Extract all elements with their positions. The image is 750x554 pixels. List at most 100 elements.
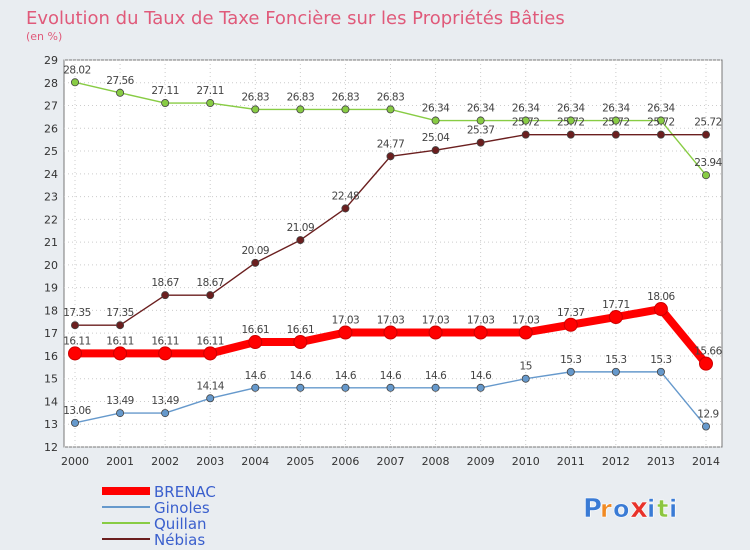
data-label: 25.72 xyxy=(647,117,675,129)
data-point xyxy=(521,116,530,125)
y-tick-label: 15 xyxy=(44,373,58,386)
data-label: 18.67 xyxy=(151,277,179,289)
x-tick-label: 2004 xyxy=(241,455,269,468)
data-label: 17.35 xyxy=(106,307,134,319)
data-point xyxy=(206,394,215,403)
y-tick-label: 27 xyxy=(44,100,58,113)
data-label: 16.11 xyxy=(196,335,224,347)
data-point xyxy=(251,105,260,114)
legend-label: Nébias xyxy=(154,531,205,549)
data-point xyxy=(431,146,440,155)
data-label: 26.83 xyxy=(242,91,270,103)
data-label: 17.03 xyxy=(512,314,540,326)
y-tick-label: 26 xyxy=(44,122,58,135)
data-point xyxy=(341,383,350,392)
data-point xyxy=(71,321,80,330)
data-point xyxy=(566,367,575,376)
data-point xyxy=(611,130,620,139)
data-point xyxy=(611,367,620,376)
data-point xyxy=(386,105,395,114)
data-label: 20.09 xyxy=(242,245,270,257)
data-label: 27.11 xyxy=(151,85,179,97)
data-label: 13.49 xyxy=(106,395,134,407)
data-label: 15.3 xyxy=(560,354,581,366)
data-point xyxy=(248,335,263,350)
data-label: 16.11 xyxy=(151,335,179,347)
data-point xyxy=(656,130,665,139)
data-point xyxy=(113,346,128,361)
y-tick-label: 16 xyxy=(44,350,58,363)
data-point xyxy=(653,302,668,317)
y-tick-label: 29 xyxy=(44,54,58,67)
data-point xyxy=(68,346,82,361)
data-label: 26.34 xyxy=(467,103,495,115)
y-tick-label: 17 xyxy=(44,327,58,340)
data-label: 15.66 xyxy=(694,346,722,358)
data-point xyxy=(566,116,575,125)
series-group xyxy=(68,78,713,431)
data-point xyxy=(476,383,485,392)
data-label: 14.6 xyxy=(380,370,402,382)
data-point xyxy=(341,105,350,114)
data-label: 17.03 xyxy=(377,314,405,326)
data-point xyxy=(702,130,711,139)
data-label: 18.67 xyxy=(196,277,224,289)
data-label: 26.83 xyxy=(377,91,405,103)
data-point xyxy=(338,325,353,340)
data-point xyxy=(158,346,173,361)
data-label: 14.6 xyxy=(470,370,492,382)
y-tick-label: 18 xyxy=(44,304,58,317)
logo-letter: r xyxy=(600,495,612,523)
data-label: 18.06 xyxy=(647,291,675,303)
data-label: 25.72 xyxy=(602,117,630,129)
logo-letter: i xyxy=(669,495,677,523)
y-tick-label: 13 xyxy=(44,418,58,431)
data-point xyxy=(71,418,80,427)
data-point xyxy=(203,346,218,361)
data-label: 28.02 xyxy=(63,64,91,76)
data-point xyxy=(206,99,215,108)
data-label: 17.37 xyxy=(557,307,585,319)
data-label: 26.34 xyxy=(512,103,540,115)
data-point xyxy=(296,236,305,245)
x-tick-label: 2011 xyxy=(557,455,585,468)
data-label: 25.72 xyxy=(694,117,722,129)
data-point xyxy=(116,409,125,418)
axes: 12 13 14 15 16 17 18 19 20 21 22 23 24 25 26 27 28 29 2000… xyxy=(44,54,720,468)
data-point xyxy=(251,258,260,267)
data-point xyxy=(656,116,665,125)
x-tick-label: 2008 xyxy=(422,455,450,468)
logo-letter: i xyxy=(647,495,655,523)
data-point xyxy=(476,138,485,147)
data-point xyxy=(656,367,665,376)
data-labels: 16.11 16.11 16.11 16.11 16.61 16.61 17.03 17.03… xyxy=(63,64,723,420)
logo-letter: x xyxy=(630,491,648,524)
data-label: 25.04 xyxy=(422,132,450,144)
x-tick-label: 2013 xyxy=(647,455,675,468)
data-point xyxy=(563,317,578,332)
data-label: 25.72 xyxy=(557,117,585,129)
data-label: 17.03 xyxy=(422,314,450,326)
data-label: 14.6 xyxy=(425,370,447,382)
data-label: 14.6 xyxy=(245,370,267,382)
x-tick-label: 2003 xyxy=(196,455,224,468)
y-tick-label: 20 xyxy=(44,259,58,272)
x-tick-label: 2009 xyxy=(467,455,495,468)
data-point xyxy=(386,152,395,161)
data-label: 22.48 xyxy=(332,190,360,202)
data-label: 25.72 xyxy=(512,117,540,129)
data-point xyxy=(476,116,485,125)
x-tick-label: 2010 xyxy=(512,455,540,468)
data-label: 13.06 xyxy=(63,405,91,417)
data-point xyxy=(251,383,260,392)
data-label: 15 xyxy=(520,361,532,373)
data-point xyxy=(296,383,305,392)
data-label: 16.61 xyxy=(287,324,315,336)
data-label: 26.34 xyxy=(602,103,630,115)
proxiti-logo: Pr o xi t i xyxy=(583,491,678,525)
data-point xyxy=(116,88,125,97)
data-label: 21.09 xyxy=(287,222,315,234)
